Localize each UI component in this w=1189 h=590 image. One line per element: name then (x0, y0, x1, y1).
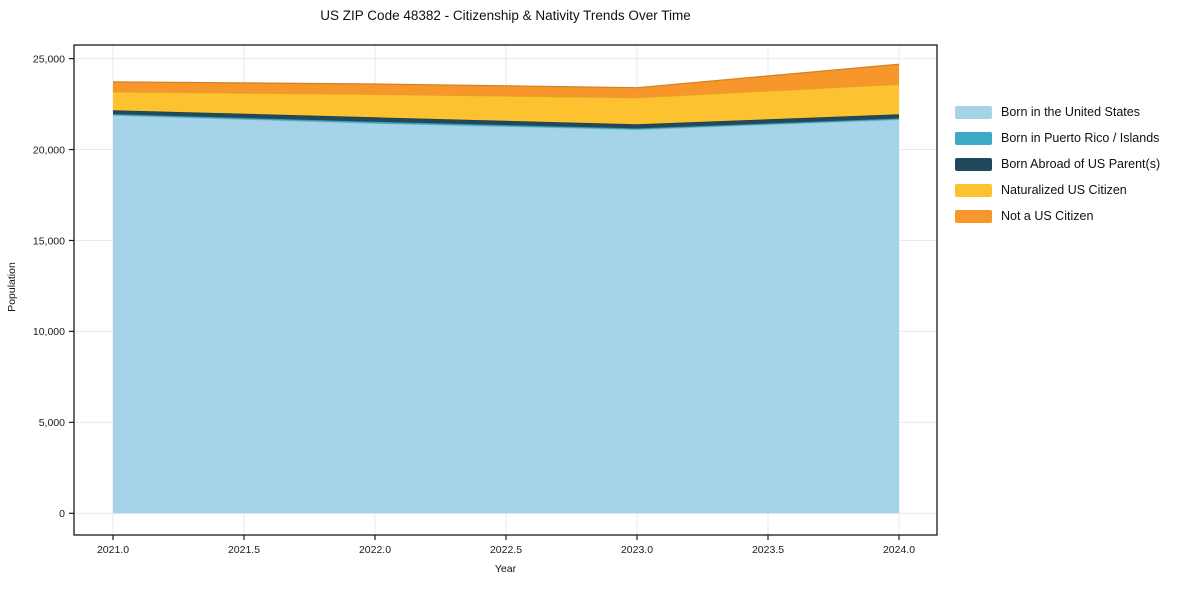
y-tick-label: 15,000 (33, 235, 65, 247)
legend-item: Born in Puerto Rico / Islands (955, 125, 1160, 151)
legend-label: Not a US Citizen (1001, 209, 1094, 223)
x-tick-label: 2021.5 (228, 544, 260, 556)
legend-swatch (955, 157, 992, 171)
legend-item: Born Abroad of US Parent(s) (955, 151, 1160, 177)
legend-item: Born in the United States (955, 99, 1160, 125)
legend-item: Naturalized US Citizen (955, 177, 1160, 203)
area-layer-edge (112, 113, 900, 130)
x-tick-label: 2021.0 (97, 544, 129, 556)
x-tick-label: 2022.0 (359, 544, 391, 556)
legend: Born in the United States Born in Puerto … (955, 99, 1160, 229)
legend-label: Born in Puerto Rico / Islands (1001, 131, 1160, 145)
area-layer (113, 115, 899, 514)
y-tick-label: 20,000 (33, 144, 65, 156)
legend-label: Born in the United States (1001, 105, 1140, 119)
x-tick-label: 2024.0 (883, 544, 915, 556)
x-axis-label: Year (494, 563, 517, 575)
legend-swatch (955, 183, 992, 197)
area-layer-edge (112, 63, 900, 89)
x-tick-label: 2022.5 (490, 544, 522, 556)
area-layer (113, 110, 899, 129)
area-layer (113, 64, 899, 98)
y-tick-label: 0 (59, 508, 65, 520)
legend-swatch (955, 209, 992, 223)
legend-swatch (955, 131, 992, 145)
chart-title: US ZIP Code 48382 - Citizenship & Nativi… (320, 8, 691, 23)
y-tick-label: 25,000 (33, 53, 65, 65)
legend-label: Born Abroad of US Parent(s) (1001, 157, 1161, 171)
y-tick-label: 5,000 (39, 417, 65, 429)
x-tick-label: 2023.5 (752, 544, 784, 556)
y-axis-label: Population (6, 262, 18, 312)
legend-item: Not a US Citizen (955, 203, 1160, 229)
legend-swatch (955, 105, 992, 119)
legend-label: Naturalized US Citizen (1001, 183, 1127, 197)
y-tick-label: 10,000 (33, 326, 65, 338)
x-tick-label: 2023.0 (621, 544, 653, 556)
